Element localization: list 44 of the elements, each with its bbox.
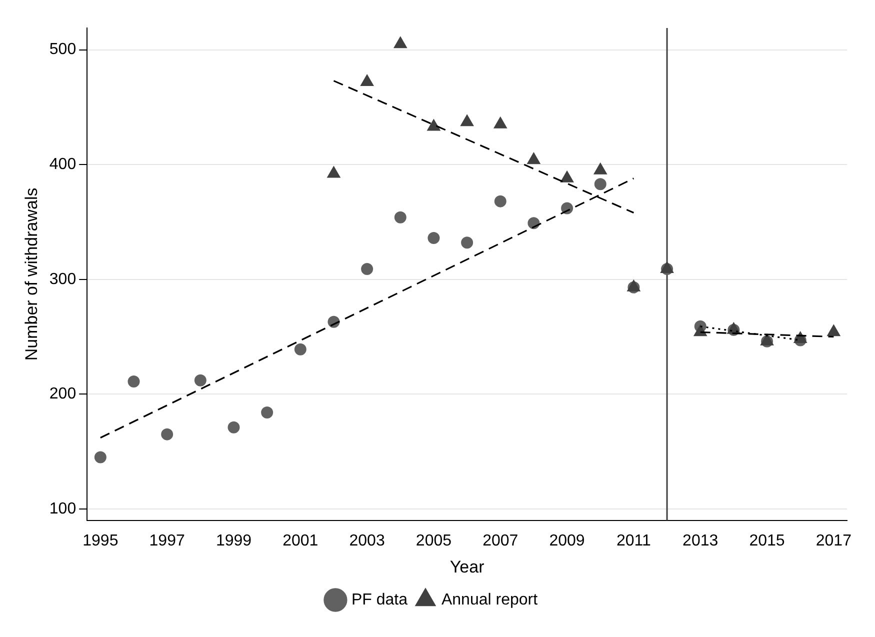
point <box>294 343 306 356</box>
point <box>594 178 606 190</box>
y-tick-label: 400 <box>49 156 76 173</box>
x-tick-label: 2005 <box>416 532 452 550</box>
point <box>194 374 206 386</box>
x-tick-label: 2011 <box>616 532 651 550</box>
point <box>461 236 474 249</box>
x-tick-label: 1997 <box>149 532 185 550</box>
x-tick-label: 2009 <box>549 532 585 550</box>
point <box>494 116 507 128</box>
y-tick-label: 100 <box>49 500 76 518</box>
point <box>161 428 174 440</box>
point <box>394 36 407 48</box>
point <box>128 376 140 388</box>
point <box>427 119 440 131</box>
y-axis-title: Number of withdrawals <box>22 188 41 361</box>
y-tick-label: 300 <box>49 270 76 288</box>
point <box>360 74 374 86</box>
x-tick-label: 2001 <box>282 532 318 550</box>
y-tick-label: 500 <box>49 41 76 58</box>
x-tick-label: 2007 <box>482 532 518 550</box>
point <box>361 263 374 276</box>
point <box>527 152 540 164</box>
point <box>94 451 106 464</box>
point <box>394 211 406 224</box>
x-tick-label: 1995 <box>82 532 118 550</box>
point <box>460 114 474 126</box>
x-tick-label: 1999 <box>216 532 252 550</box>
point <box>428 232 440 244</box>
point <box>228 421 240 434</box>
x-tick-label: 2017 <box>816 532 852 550</box>
point <box>327 166 340 178</box>
legend-label: Annual report <box>441 591 538 608</box>
point <box>494 195 506 208</box>
point <box>827 324 840 336</box>
point <box>560 170 574 182</box>
point <box>261 406 274 419</box>
x-tick-label: 2003 <box>349 532 385 550</box>
y-tick-label: 200 <box>49 386 76 403</box>
x-tick-label: 2013 <box>682 532 718 550</box>
x-axis-title: Year <box>450 557 485 576</box>
legend-label: PF data <box>351 591 408 608</box>
point <box>594 162 607 174</box>
x-tick-label: 2015 <box>749 532 785 550</box>
